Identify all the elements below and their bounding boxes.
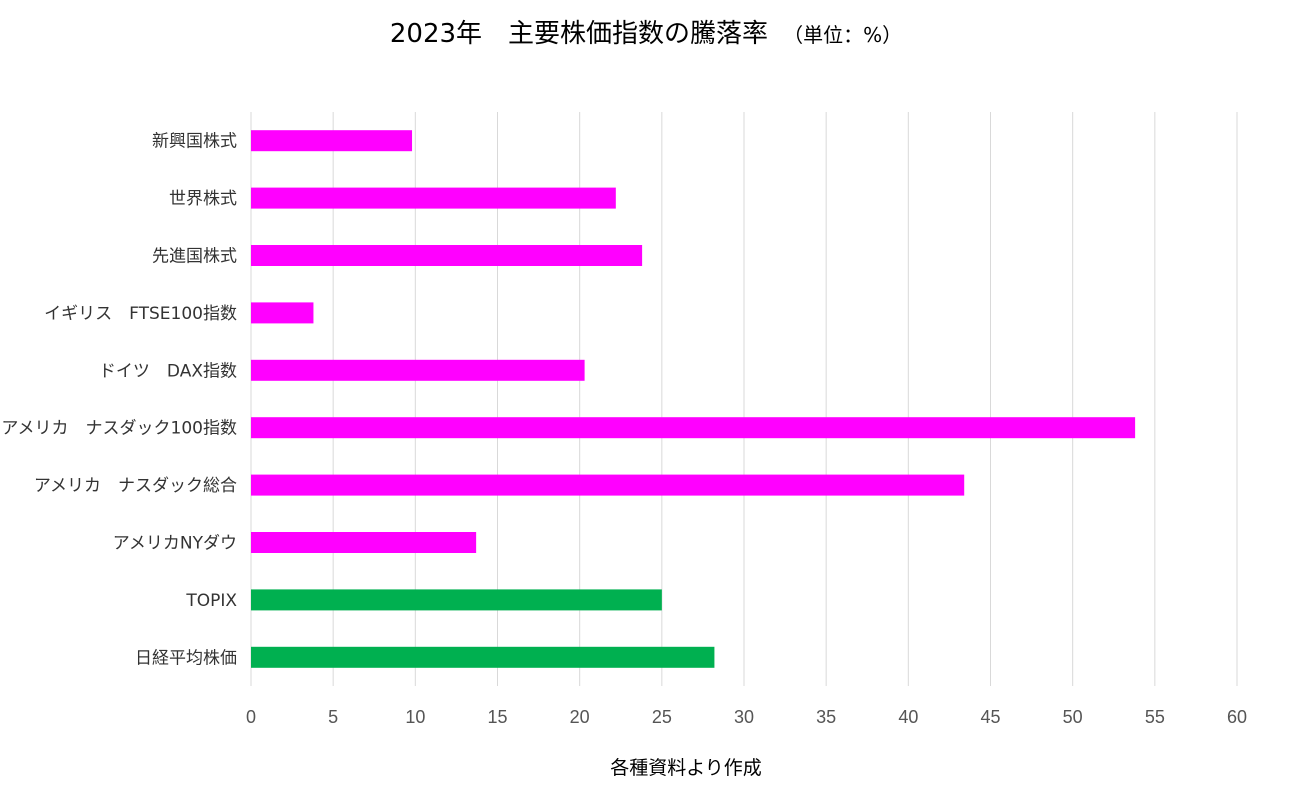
- category-label: TOPIX: [185, 591, 237, 611]
- category-label: 世界株式: [169, 189, 237, 209]
- x-tick-label: 35: [816, 707, 836, 727]
- bar: [251, 589, 662, 611]
- category-label: アメリカ ナスダック100指数: [1, 419, 237, 439]
- bar: [251, 417, 1136, 439]
- bar: [251, 474, 965, 496]
- bar: [251, 532, 477, 553]
- chart-title-unit: （単位：%）: [783, 23, 902, 47]
- x-axis-tick-labels: 0 5 10 15 20 25 30 35 40 45 50 55 60: [246, 707, 1247, 727]
- bar: [251, 130, 413, 152]
- category-label: イギリス FTSE100指数: [44, 304, 237, 324]
- source-note: 各種資料より作成: [610, 757, 762, 779]
- category-label: ドイツ DAX指数: [99, 361, 237, 381]
- chart-title-main: 2023年 主要株価指数の騰落率: [390, 19, 768, 49]
- category-label: 先進国株式: [152, 247, 237, 267]
- bars: [251, 130, 1136, 668]
- category-label: 新興国株式: [152, 132, 237, 152]
- x-tick-label: 60: [1227, 707, 1247, 727]
- bar: [251, 302, 314, 324]
- bar: [251, 646, 715, 668]
- bar: [251, 245, 643, 266]
- chart-title: 2023年 主要株価指数の騰落率 （単位：%）: [390, 19, 902, 49]
- x-tick-label: 15: [487, 707, 507, 727]
- x-tick-label: 0: [246, 707, 256, 727]
- x-tick-label: 30: [734, 707, 754, 727]
- category-label: 日経平均株価: [135, 648, 237, 668]
- x-tick-label: 5: [328, 707, 338, 727]
- x-tick-label: 10: [405, 707, 425, 727]
- x-tick-label: 50: [1063, 707, 1083, 727]
- x-tick-label: 20: [570, 707, 590, 727]
- x-tick-label: 25: [652, 707, 672, 727]
- bar: [251, 359, 585, 381]
- category-label: アメリカ ナスダック総合: [34, 476, 237, 496]
- bar: [251, 187, 616, 209]
- x-tick-label: 40: [898, 707, 918, 727]
- x-tick-label: 45: [980, 707, 1000, 727]
- x-tick-label: 55: [1145, 707, 1165, 727]
- category-label: アメリカNYダウ: [113, 534, 237, 554]
